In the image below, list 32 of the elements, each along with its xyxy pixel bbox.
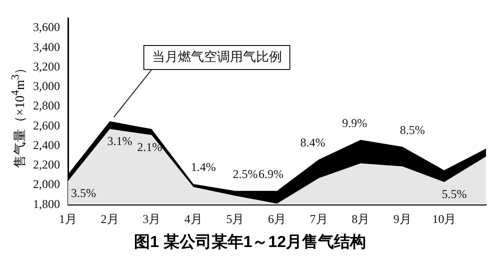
x-tick-label: 2月 (100, 212, 119, 226)
annotation: 5.5% (442, 187, 467, 202)
y-tick-label: 3,000 (33, 79, 60, 94)
annotation: 3.5% (71, 186, 96, 200)
annotation: 9.9% (342, 116, 368, 130)
y-tick-label: 2,200 (33, 158, 60, 172)
x-tick-label: 6月 (268, 212, 286, 226)
y-tick-label: 3,400 (33, 40, 60, 54)
x-tick-label: 1月 (59, 212, 77, 226)
annotation: 1.4% (190, 160, 216, 174)
annotation: 3.1% (107, 134, 132, 148)
x-tick-label: 4月 (184, 212, 202, 226)
x-tick-label: 5月 (226, 212, 244, 226)
annotation: 6.9% (258, 167, 284, 182)
y-tick-label: 3,200 (33, 59, 60, 74)
annotation: 2.1% (137, 140, 162, 154)
x-tick-label: 3月 (142, 212, 161, 226)
text: 图1 某公司某年1～12月售气结构 (132, 232, 368, 253)
x-tick-label: 8月 (352, 212, 370, 226)
y-tick-label: 3,600 (33, 20, 60, 34)
annotation: 8.4% (300, 136, 326, 150)
y-tick-label: 2,000 (33, 177, 60, 192)
x-tick-label: 9月 (393, 212, 412, 226)
annotation: 8.5% (400, 122, 425, 137)
y-tick-label: 2,400 (33, 138, 60, 152)
y-tick-label: 2,800 (33, 98, 60, 113)
annotation: 当月燃气空调用气比例 (152, 48, 282, 64)
y-tick-label: 1,800 (33, 196, 60, 211)
x-tick-label: 10月 (432, 212, 456, 226)
annotation: 2.5% (232, 167, 258, 182)
y-tick-label: 2,600 (33, 118, 60, 132)
x-tick-label: 7月 (310, 212, 328, 226)
